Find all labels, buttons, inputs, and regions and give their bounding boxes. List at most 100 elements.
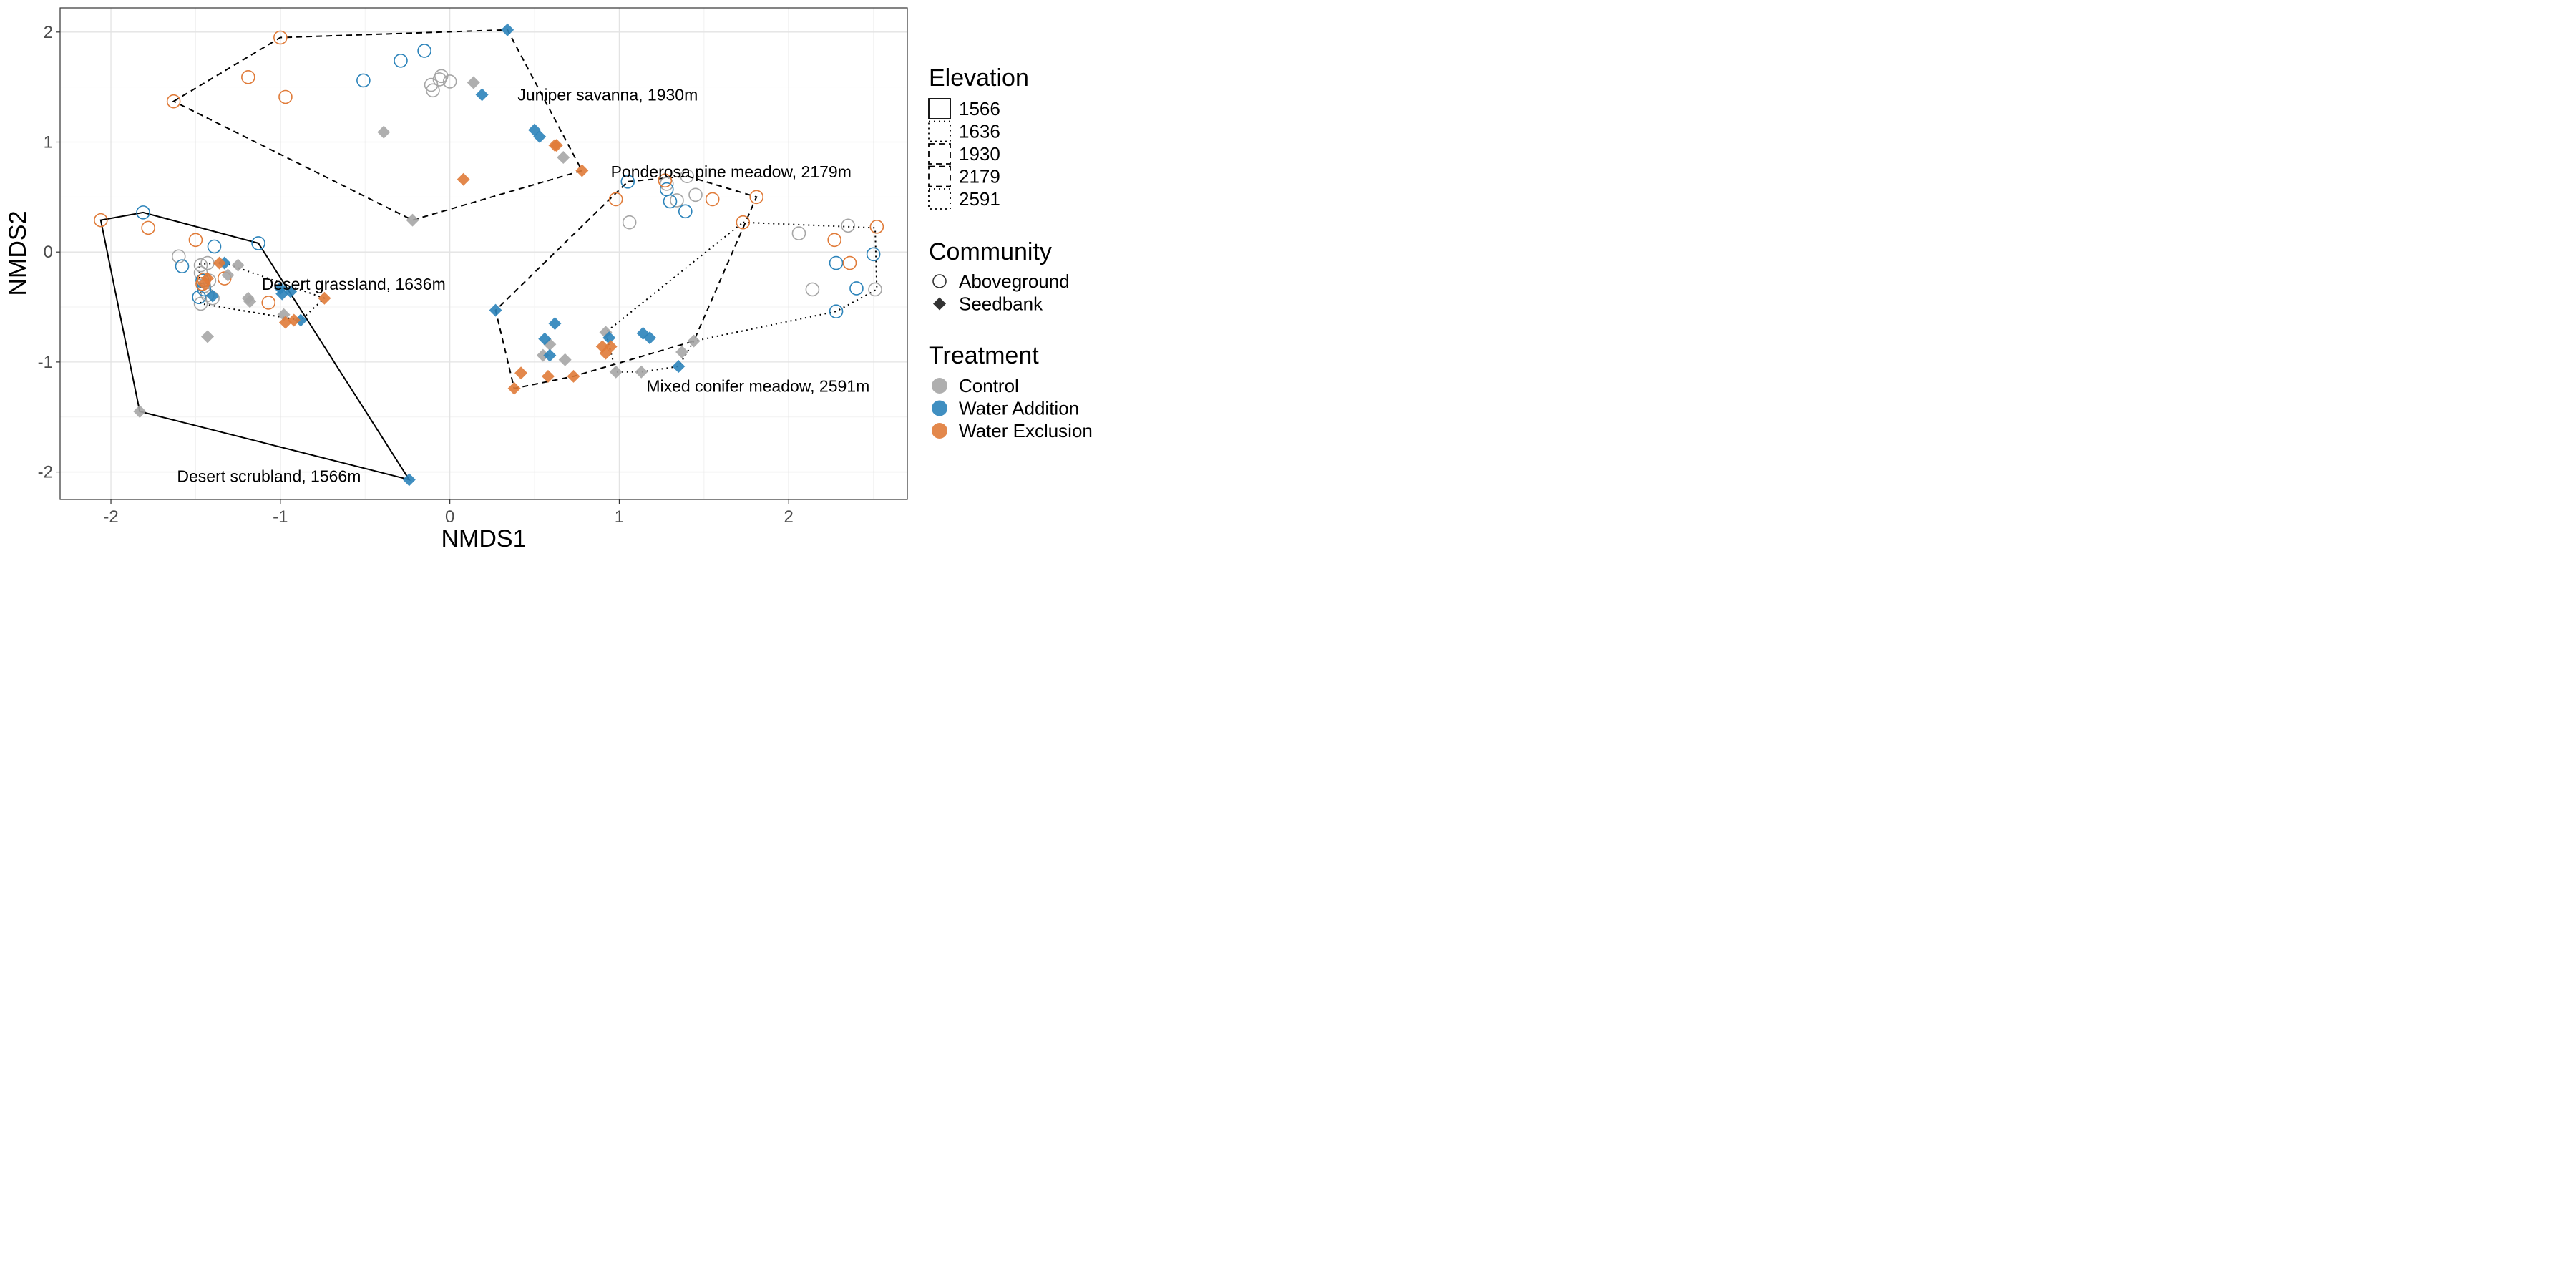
- point-seedbank-water-exclusion: [567, 369, 580, 383]
- point-seedbank-water-addition: [543, 348, 557, 362]
- hull-1566: [99, 211, 411, 481]
- point-aboveground-control: [442, 74, 457, 89]
- point-seedbank-water-exclusion: [457, 172, 470, 186]
- point-aboveground-water-addition: [356, 73, 371, 88]
- legend-label-treatment: Water Exclusion: [959, 420, 1093, 441]
- x-tick-label: 0: [445, 507, 454, 527]
- point-aboveground-control: [622, 215, 637, 230]
- y-axis-title: NMDS2: [4, 210, 31, 296]
- point-seedbank-water-exclusion: [541, 369, 555, 383]
- point-seedbank-water-addition: [489, 303, 502, 317]
- point-seedbank-water-addition: [672, 360, 686, 374]
- point-seedbank-control: [201, 330, 215, 343]
- point-seedbank-water-exclusion: [318, 291, 331, 305]
- y-axis-ticks: -2 -1 0 1 2: [38, 23, 60, 482]
- legend-key-treatment-water-addition: [932, 400, 947, 416]
- point-seedbank-water-exclusion: [575, 164, 589, 177]
- point-seedbank-control: [243, 295, 257, 308]
- point-aboveground-control: [171, 249, 186, 264]
- point-seedbank-water-exclusion: [604, 340, 618, 353]
- point-seedbank-control: [133, 405, 147, 419]
- y-tick-label: 1: [44, 133, 53, 152]
- point-aboveground-water-addition: [678, 204, 693, 219]
- point-aboveground-water-exclusion: [273, 30, 288, 45]
- point-seedbank-control: [406, 213, 419, 227]
- point-seedbank-water-exclusion: [287, 313, 301, 327]
- annotations: Juniper savanna, 1930m Ponderosa pine mea…: [177, 85, 869, 485]
- point-aboveground-water-addition: [849, 281, 864, 296]
- y-tick-label: 2: [44, 23, 53, 42]
- point-seedbank-water-exclusion: [514, 366, 528, 380]
- legend-label-treatment: Water Addition: [959, 398, 1079, 419]
- x-axis-ticks: -2 -1 0 1 2: [103, 499, 794, 527]
- point-aboveground-control: [841, 218, 855, 233]
- legend-key-elevation-1636: [928, 120, 951, 142]
- point-seedbank-control: [231, 258, 245, 272]
- point-seedbank-water-addition: [643, 331, 657, 345]
- y-tick-label: -1: [38, 353, 53, 372]
- legend-key-elevation-2179: [928, 165, 951, 187]
- point-aboveground-water-exclusion: [241, 70, 255, 84]
- point-seedbank-water-addition: [548, 317, 562, 331]
- legend-label-elevation: 2179: [959, 166, 1000, 187]
- point-aboveground-water-addition: [829, 304, 844, 318]
- point-aboveground-water-addition: [394, 53, 408, 68]
- point-aboveground-water-addition: [207, 239, 222, 254]
- point-aboveground-water-exclusion: [141, 220, 155, 235]
- point-seedbank-control: [377, 125, 391, 139]
- point-aboveground-water-addition: [829, 255, 844, 270]
- legend-label-community: Aboveground: [959, 270, 1070, 292]
- legend-label-elevation: 1636: [959, 121, 1000, 142]
- point-seedbank-water-exclusion: [197, 277, 211, 291]
- point-aboveground-water-addition: [620, 175, 635, 189]
- point-aboveground-water-exclusion: [736, 215, 751, 230]
- point-aboveground-water-exclusion: [608, 192, 623, 207]
- point-seedbank-water-addition: [275, 287, 289, 301]
- grid-lines: [60, 8, 907, 499]
- annotation-label: Desert grassland, 1636m: [262, 275, 446, 293]
- point-aboveground-water-exclusion: [842, 255, 857, 270]
- point-aboveground-water-exclusion: [749, 190, 764, 205]
- hull-1930: [172, 29, 583, 221]
- annotation-label: Juniper savanna, 1930m: [517, 85, 698, 104]
- legend-key-aboveground: [932, 274, 947, 288]
- legend-key-elevation-1566: [928, 98, 951, 119]
- legend-label-treatment: Control: [959, 375, 1019, 396]
- point-seedbank-control: [536, 348, 550, 362]
- point-aboveground-control: [805, 282, 820, 297]
- point-seedbank-control: [221, 268, 235, 282]
- x-axis-title: NMDS1: [441, 525, 526, 552]
- point-aboveground-control: [193, 258, 208, 273]
- nmds-chart: Juniper savanna, 1930m Ponderosa pine mea…: [4, 7, 1093, 552]
- point-aboveground-water-addition: [192, 290, 206, 305]
- legend-title-treatment: Treatment: [929, 342, 1039, 369]
- x-tick-label: -1: [273, 507, 288, 527]
- legend-title-community: Community: [929, 238, 1052, 265]
- point-aboveground-control: [434, 69, 449, 84]
- point-seedbank-control: [558, 353, 572, 366]
- point-seedbank-water-addition: [501, 23, 514, 36]
- point-aboveground-water-addition: [417, 44, 431, 58]
- annotation-label: Ponderosa pine meadow, 2179m: [611, 162, 852, 181]
- point-aboveground-water-exclusion: [658, 173, 673, 188]
- point-seedbank-water-exclusion: [548, 139, 562, 152]
- point-seedbank-water-addition: [402, 473, 416, 487]
- data-points: [94, 23, 884, 487]
- x-tick-label: 2: [784, 507, 794, 527]
- point-aboveground-water-exclusion: [705, 192, 720, 207]
- point-aboveground-control: [424, 77, 439, 92]
- point-aboveground-water-exclusion: [261, 296, 276, 310]
- legend-key-elevation-1930: [928, 143, 951, 165]
- point-seedbank-water-addition: [602, 331, 616, 345]
- point-aboveground-water-addition: [866, 247, 881, 262]
- point-seedbank-control: [687, 334, 701, 348]
- point-aboveground-water-exclusion: [869, 220, 884, 234]
- x-tick-label: -2: [103, 507, 118, 527]
- point-seedbank-water-addition: [533, 130, 547, 143]
- plot-panel-background: [60, 8, 907, 499]
- point-seedbank-water-addition: [475, 88, 489, 102]
- point-aboveground-water-addition: [251, 236, 265, 250]
- point-aboveground-water-exclusion: [166, 94, 181, 109]
- point-aboveground-control: [868, 282, 882, 297]
- point-aboveground-control: [670, 193, 684, 208]
